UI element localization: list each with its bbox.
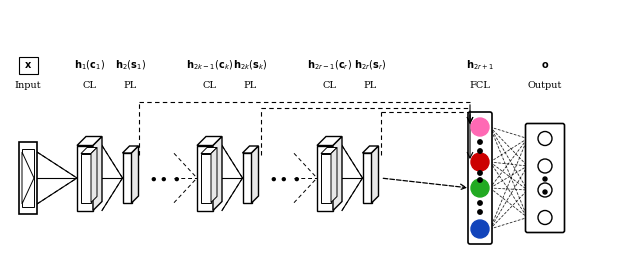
- Text: CL: CL: [202, 81, 216, 91]
- Text: FCL: FCL: [470, 81, 490, 91]
- Circle shape: [471, 220, 489, 238]
- Polygon shape: [77, 136, 102, 145]
- Circle shape: [471, 179, 489, 197]
- Polygon shape: [243, 146, 259, 153]
- Polygon shape: [317, 136, 342, 145]
- Bar: [19, 142, 37, 214]
- FancyBboxPatch shape: [468, 112, 492, 244]
- Circle shape: [478, 140, 482, 144]
- Text: CL: CL: [323, 81, 337, 91]
- Circle shape: [538, 210, 552, 225]
- Polygon shape: [131, 146, 138, 203]
- Polygon shape: [371, 146, 378, 203]
- Text: $\mathbf{o}$: $\mathbf{o}$: [541, 60, 549, 70]
- Circle shape: [543, 190, 547, 194]
- Circle shape: [538, 131, 552, 145]
- Polygon shape: [252, 146, 259, 203]
- Bar: [321, 153, 331, 202]
- Text: CL: CL: [83, 81, 97, 91]
- FancyBboxPatch shape: [525, 123, 564, 232]
- Polygon shape: [213, 136, 222, 210]
- Bar: [77, 145, 93, 210]
- Text: PL: PL: [244, 81, 257, 91]
- Bar: [243, 153, 252, 203]
- Circle shape: [471, 153, 489, 171]
- Text: $\mathbf{h}_2(\mathbf{s}_1)$: $\mathbf{h}_2(\mathbf{s}_1)$: [115, 58, 146, 72]
- Bar: [362, 153, 371, 203]
- Text: Output: Output: [528, 81, 562, 91]
- Polygon shape: [91, 148, 97, 202]
- Polygon shape: [331, 148, 337, 202]
- Text: $\mathbf{h}_{2r}(\mathbf{s}_r)$: $\mathbf{h}_{2r}(\mathbf{s}_r)$: [355, 58, 387, 72]
- Text: $\mathbf{h}_{2r+1}$: $\mathbf{h}_{2r+1}$: [466, 58, 494, 72]
- Circle shape: [478, 210, 482, 214]
- Polygon shape: [122, 146, 138, 153]
- Bar: [317, 145, 333, 210]
- Circle shape: [478, 171, 482, 175]
- FancyBboxPatch shape: [19, 56, 38, 73]
- Polygon shape: [197, 136, 222, 145]
- Text: $\mathbf{h}_{2k}(\mathbf{s}_k)$: $\mathbf{h}_{2k}(\mathbf{s}_k)$: [233, 58, 268, 72]
- Polygon shape: [81, 148, 97, 153]
- Bar: [197, 145, 213, 210]
- Bar: [22, 149, 34, 207]
- Polygon shape: [22, 152, 34, 204]
- Circle shape: [543, 177, 547, 181]
- Bar: [201, 153, 211, 202]
- Circle shape: [478, 201, 482, 205]
- Polygon shape: [201, 148, 217, 153]
- Polygon shape: [93, 136, 102, 210]
- Polygon shape: [362, 146, 378, 153]
- Circle shape: [538, 159, 552, 173]
- Circle shape: [538, 183, 552, 197]
- Text: $\mathbf{h}_{2r-1}(\mathbf{c}_r)$: $\mathbf{h}_{2r-1}(\mathbf{c}_r)$: [307, 58, 352, 72]
- Text: Input: Input: [15, 81, 42, 91]
- Text: PL: PL: [364, 81, 377, 91]
- Polygon shape: [333, 136, 342, 210]
- Text: $\bullet\!\bullet\!\bullet$: $\bullet\!\bullet\!\bullet$: [268, 170, 300, 185]
- Bar: [81, 153, 91, 202]
- Bar: [122, 153, 131, 203]
- Text: $\mathbf{h}_{2k-1}(\mathbf{c}_k)$: $\mathbf{h}_{2k-1}(\mathbf{c}_k)$: [186, 58, 233, 72]
- Text: $\mathbf{x}$: $\mathbf{x}$: [24, 60, 32, 70]
- Polygon shape: [321, 148, 337, 153]
- Text: $\mathbf{h}_1(\mathbf{c}_1)$: $\mathbf{h}_1(\mathbf{c}_1)$: [74, 58, 105, 72]
- Text: $\bullet\!\bullet\!\bullet$: $\bullet\!\bullet\!\bullet$: [148, 170, 180, 185]
- Circle shape: [471, 118, 489, 136]
- Text: PL: PL: [124, 81, 137, 91]
- Polygon shape: [211, 148, 217, 202]
- Circle shape: [478, 178, 482, 182]
- Circle shape: [478, 149, 482, 153]
